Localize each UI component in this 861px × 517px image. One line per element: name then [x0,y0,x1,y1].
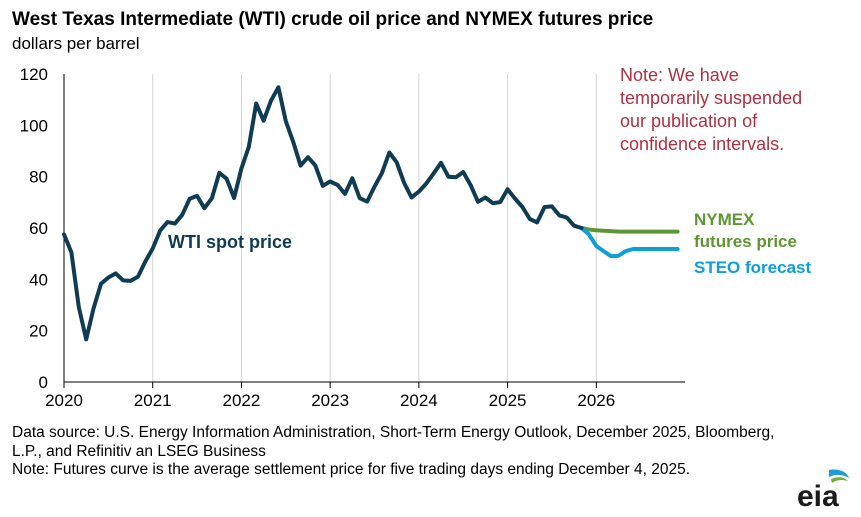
nymex-label-line-1: NYMEX [694,210,755,229]
data-source-text: Data source: U.S. Energy Information Adm… [12,424,775,460]
y-tick-label-0: 0 [39,373,48,392]
confidence-interval-note: Note: We have temporarily suspended our … [620,64,845,156]
logo-swoosh-green [831,477,848,483]
y-tick-label-60: 60 [29,219,48,238]
logo-text: eia [797,480,839,512]
wti-spot-price-line [62,85,584,342]
x-tick-label-2024: 2024 [400,391,438,410]
y-tick-label-80: 80 [29,168,48,187]
steo-forecast-line [579,226,680,259]
y-tick-label-40: 40 [29,270,48,289]
x-tick-label-2023: 2023 [311,391,349,410]
y-tick-label-120: 120 [20,65,48,84]
x-tick-label-2021: 2021 [134,391,172,410]
note-line-3: our publication of [620,111,758,131]
y-tick-label-20: 20 [29,322,48,341]
wti-spot-price-label: WTI spot price [168,232,292,252]
x-tick-label-2020: 2020 [45,391,83,410]
x-tick-label-2026: 2026 [577,391,615,410]
steo-forecast-label: STEO forecast [694,258,811,277]
nymex-label-line-2: futures price [694,232,797,251]
note-line-1: Note: We have [620,65,739,85]
chart-footer: Data source: U.S. Energy Information Adm… [12,424,802,480]
y-tick-label-100: 100 [20,116,48,135]
note-line-4: confidence intervals. [620,134,785,154]
eia-logo-icon: eia [797,469,849,512]
x-tick-label-2025: 2025 [489,391,527,410]
chart-title: West Texas Intermediate (WTI) crude oil … [12,9,654,30]
logo-swoosh-blue [829,469,849,478]
x-tick-label-2022: 2022 [223,391,261,410]
y-axis-unit-label: dollars per barrel [12,34,140,53]
nymex-futures-line [579,226,680,234]
note-line-2: temporarily suspended [620,88,803,108]
futures-note-text: Note: Futures curve is the average settl… [12,461,691,478]
